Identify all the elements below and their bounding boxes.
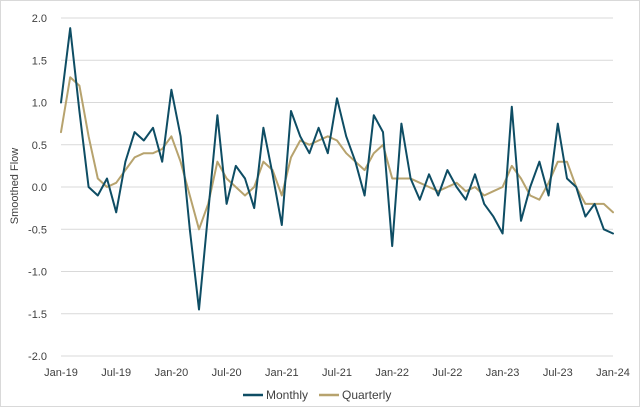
y-tick-label: -2.0 [28,351,47,363]
gridlines [61,17,613,357]
y-tick-label: 2.0 [32,13,47,25]
series-lines [60,27,614,311]
y-tick-label: 0.5 [32,140,47,152]
x-tick-label: Jul-21 [322,367,352,379]
legend-label-quarterly: Quarterly [342,388,391,402]
x-tick-label: Jul-22 [432,367,462,379]
x-tick-label: Jan-23 [486,367,520,379]
x-tick-label: Jan-20 [155,367,189,379]
x-tick-label: Jan-21 [265,367,299,379]
x-tick-label: Jul-19 [101,367,131,379]
x-axis-ticks: Jan-19 Jul-19 Jan-20 Jul-20 Jan-21 Jul-21 Jan-… [44,367,630,379]
y-tick-label: 0.0 [32,182,47,194]
x-tick-label: Jan-22 [375,367,409,379]
x-tick-label: Jul-23 [543,367,573,379]
y-tick-label: 1.5 [32,55,47,67]
series-line-monthly [60,27,614,311]
legend-label-monthly: Monthly [266,388,308,402]
y-tick-label: -1.0 [28,267,47,279]
y-tick-label: -1.5 [28,309,47,321]
x-tick-label: Jul-20 [212,367,242,379]
x-tick-label: Jan-19 [44,367,78,379]
y-tick-label: -0.5 [28,224,47,236]
legend: Monthly Quarterly [243,388,391,402]
y-axis-title: Smoothed Flow [9,148,21,224]
y-tick-label: 1.0 [32,98,47,110]
x-tick-label: Jan-24 [596,367,630,379]
y-axis-ticks: 2.0 1.5 1.0 0.5 0.0 -0.5 -1.0 -1.5 -2.0 [28,13,47,363]
series-line-quarterly [60,76,614,231]
